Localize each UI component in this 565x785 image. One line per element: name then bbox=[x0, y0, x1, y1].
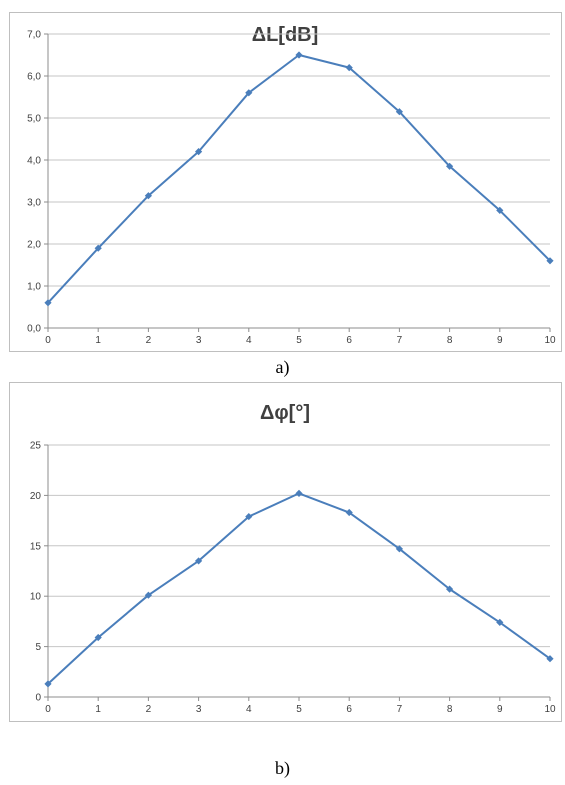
chart-b-data-point bbox=[44, 680, 52, 688]
chart-b-series-line bbox=[47, 492, 551, 685]
chart-a-xtick-label: 4 bbox=[246, 335, 252, 346]
chart-b-svg: Δφ[°] 0 5 10 15 20 25 0 1 2 3 4 5 6 7 8 9 10 bbox=[30, 402, 556, 715]
figure-caption-b: b) bbox=[275, 758, 290, 778]
chart-a-data-point bbox=[195, 148, 203, 156]
chart-b-ytick-label: 20 bbox=[30, 491, 42, 502]
chart-b-ytick-label: 5 bbox=[35, 642, 41, 653]
chart-b-data-point bbox=[94, 633, 102, 642]
chart-a-ytick-label: 2,0 bbox=[27, 240, 41, 251]
chart-a-ytick-label: 6,0 bbox=[27, 72, 41, 83]
chart-a-ytick-label: 7,0 bbox=[27, 30, 41, 41]
chart-a-series-line bbox=[47, 54, 551, 304]
chart-b-xtick-label: 0 bbox=[45, 704, 51, 715]
chart-a-xtick-label: 5 bbox=[296, 335, 302, 346]
chart-b-data-point bbox=[395, 545, 403, 553]
chart-a-xtick-label: 6 bbox=[346, 335, 352, 346]
chart-a-svg: ΔL[dB] 0,0 1,0 2,0 3,0 4,0 5,0 6,0 7,0 0 1 2 3 4 5 6 7… bbox=[27, 24, 556, 346]
chart-b-xtick-label: 5 bbox=[296, 704, 302, 715]
chart-a-xtick-label: 8 bbox=[447, 335, 453, 346]
chart-a-xtick-label: 9 bbox=[497, 335, 503, 346]
chart-a-xtick-label: 3 bbox=[196, 335, 202, 346]
chart-b-xtick-label: 2 bbox=[146, 704, 152, 715]
chart-b-data-point bbox=[144, 591, 152, 599]
chart-a-ytick-label: 3,0 bbox=[27, 198, 41, 209]
chart-a-data-point bbox=[395, 108, 403, 116]
chart-a-xtick-label: 0 bbox=[45, 335, 51, 346]
chart-b-xtick-label: 3 bbox=[196, 704, 202, 715]
chart-b-data-point bbox=[295, 489, 303, 497]
chart-b-xtick-label: 9 bbox=[497, 704, 503, 715]
chart-a-ytick-label: 1,0 bbox=[27, 282, 41, 293]
chart-b-data-point bbox=[546, 655, 554, 663]
chart-a-data-point bbox=[496, 206, 504, 214]
chart-b-ytick-label: 10 bbox=[30, 592, 42, 603]
chart-a-xtick-label: 1 bbox=[95, 335, 101, 346]
chart-b-title: Δφ[°] bbox=[260, 402, 310, 424]
chart-a-ytick-label: 5,0 bbox=[27, 114, 41, 125]
chart-a-data-point bbox=[94, 244, 102, 252]
chart-a-data-point bbox=[245, 89, 253, 97]
chart-panel-b: Δφ[°] 0 5 10 15 20 25 0 1 2 3 4 5 6 7 8 9 10 bbox=[9, 382, 562, 722]
chart-a-xtick-label: 7 bbox=[397, 335, 403, 346]
chart-a-data-point bbox=[345, 64, 353, 72]
chart-b-xtick-label: 1 bbox=[95, 704, 101, 715]
chart-a-data-point bbox=[546, 257, 554, 265]
chart-a-title: ΔL[dB] bbox=[252, 24, 319, 46]
chart-b-xtick-label: 8 bbox=[447, 704, 453, 715]
chart-a-ytick-label: 0,0 bbox=[27, 324, 41, 335]
chart-b-xtick-label: 7 bbox=[397, 704, 403, 715]
chart-a-data-point bbox=[446, 162, 454, 170]
chart-a-data-point bbox=[295, 51, 303, 59]
chart-b-data-point bbox=[245, 512, 253, 521]
chart-a-xtick-label: 2 bbox=[146, 335, 152, 346]
chart-panel-a: ΔL[dB] 0,0 1,0 2,0 3,0 4,0 5,0 6,0 7,0 0 1 2 3 4 5 6 7… bbox=[9, 12, 562, 352]
chart-a-xtick-label: 10 bbox=[544, 335, 556, 346]
chart-b-xtick-label: 4 bbox=[246, 704, 252, 715]
chart-a-data-point bbox=[144, 192, 152, 200]
figure-caption-a: a) bbox=[275, 357, 290, 377]
chart-b-ytick-label: 15 bbox=[30, 541, 42, 552]
chart-a-data-point bbox=[44, 299, 52, 307]
chart-b-data-point bbox=[446, 585, 454, 593]
chart-b-ytick-label: 25 bbox=[30, 441, 42, 452]
chart-b-ytick-label: 0 bbox=[35, 693, 41, 704]
chart-a-ytick-label: 4,0 bbox=[27, 156, 41, 167]
chart-b-xtick-label: 6 bbox=[346, 704, 352, 715]
chart-b-xtick-label: 10 bbox=[544, 704, 556, 715]
